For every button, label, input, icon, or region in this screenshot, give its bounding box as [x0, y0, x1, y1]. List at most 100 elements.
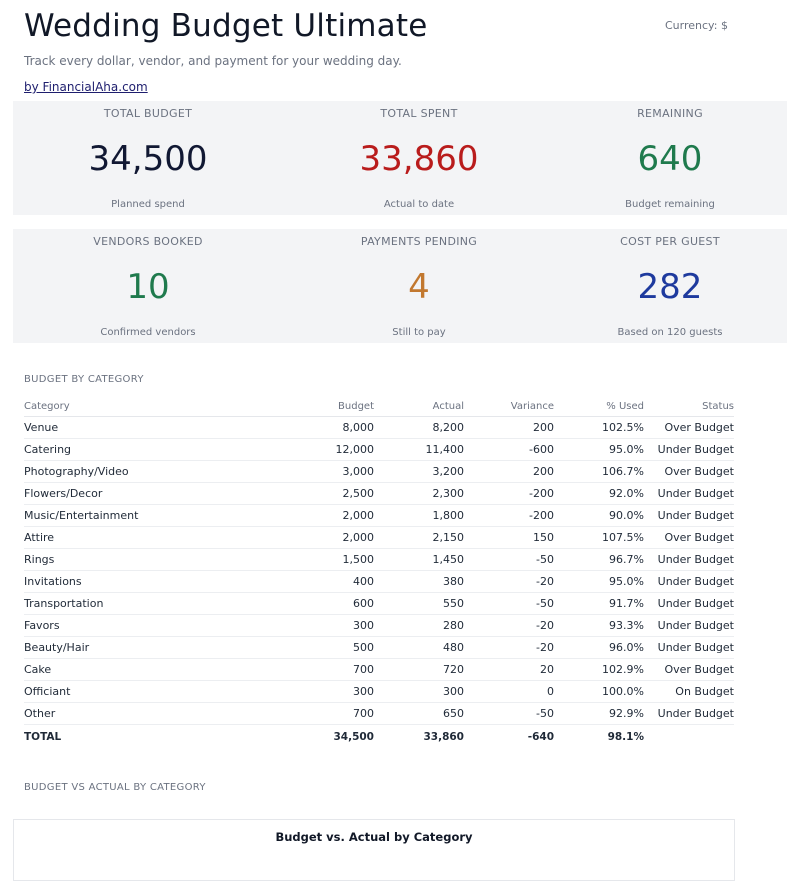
page-subtitle: Track every dollar, vendor, and payment … [24, 54, 402, 68]
kpi-remaining: REMAINING 640 Budget remaining [555, 101, 785, 215]
budget-vs-actual-chart: Budget vs. Actual by Category [13, 819, 735, 881]
column-header[interactable]: Budget [284, 396, 374, 417]
kpi-caption: Based on 120 guests [617, 327, 723, 338]
kpi-caption: Actual to date [383, 199, 455, 210]
table-row[interactable]: Catering 12,000 11,400 -600 95.0% Under Budge… [24, 438, 734, 461]
variance-cell: 20 [464, 658, 554, 681]
table-row[interactable]: Other 700 650 -50 92.9% Under Budget [24, 702, 734, 725]
column-header[interactable]: Status [644, 396, 734, 417]
percent-used-cell: 90.0% [554, 504, 644, 527]
table-row[interactable]: Venue 8,000 8,200 200 102.5% Over Budget [24, 416, 734, 439]
table-row[interactable]: Photography/Video 3,000 3,200 200 106.7% Over… [24, 460, 734, 483]
actual-cell: 3,200 [374, 460, 464, 483]
table-row[interactable]: Officiant 300 300 0 100.0% On Budget [24, 680, 734, 703]
total-row: TOTAL 34,500 33,860 -640 98.1% [24, 724, 734, 749]
table-row[interactable]: Rings 1,500 1,450 -50 96.7% Under Budget [24, 548, 734, 571]
actual-cell: 1,800 [374, 504, 464, 527]
variance-cell: -20 [464, 636, 554, 659]
kpi-total-budget: TOTAL BUDGET 34,500 Planned spend [33, 101, 263, 215]
table-row[interactable]: Invitations 400 380 -20 95.0% Under Budget [24, 570, 734, 593]
budget-cell: 12,000 [284, 438, 374, 461]
kpi-value: 282 [637, 267, 703, 307]
author-link[interactable]: by FinancialAha.com [24, 80, 148, 94]
table-row[interactable]: Transportation 600 550 -50 91.7% Under Budget [24, 592, 734, 615]
category-cell: Beauty/Hair [24, 636, 284, 659]
variance-cell: -50 [464, 548, 554, 571]
budget-cell: 300 [284, 614, 374, 637]
table-row[interactable]: Cake 700 720 20 102.9% Over Budget [24, 658, 734, 681]
table-row[interactable]: Favors 300 280 -20 93.3% Under Budget [24, 614, 734, 637]
column-header[interactable]: % Used [554, 396, 644, 417]
percent-used-cell: 107.5% [554, 526, 644, 549]
table-row[interactable]: Flowers/Decor 2,500 2,300 -200 92.0% Under Bu… [24, 482, 734, 505]
kpi-label: TOTAL SPENT [380, 107, 458, 120]
table-row[interactable]: Music/Entertainment 2,000 1,800 -200 90.0% Un… [24, 504, 734, 527]
column-header[interactable]: Variance [464, 396, 554, 417]
variance-cell: -20 [464, 570, 554, 593]
percent-used-cell: 93.3% [554, 614, 644, 637]
kpi-label: TOTAL BUDGET [103, 107, 193, 120]
kpi-value: 640 [637, 139, 703, 179]
budget-cell: 2,000 [284, 526, 374, 549]
chart-title: Budget vs. Actual by Category [275, 830, 473, 844]
total-percent-used: 98.1% [554, 724, 644, 749]
kpi-value: 4 [408, 267, 430, 307]
kpi-value: 34,500 [88, 139, 208, 179]
section-label-chart: BUDGET VS ACTUAL BY CATEGORY [24, 782, 206, 793]
actual-cell: 8,200 [374, 416, 464, 439]
percent-used-cell: 102.9% [554, 658, 644, 681]
table-row[interactable]: Attire 2,000 2,150 150 107.5% Over Budget [24, 526, 734, 549]
percent-used-cell: 95.0% [554, 570, 644, 593]
status-cell: Under Budget [644, 504, 734, 527]
total-actual: 33,860 [374, 724, 464, 749]
variance-cell: -50 [464, 702, 554, 725]
percent-used-cell: 92.9% [554, 702, 644, 725]
page-title: Wedding Budget Ultimate [24, 8, 428, 44]
category-cell: Music/Entertainment [24, 504, 284, 527]
kpi-value: 33,860 [359, 139, 479, 179]
actual-cell: 300 [374, 680, 464, 703]
budget-cell: 300 [284, 680, 374, 703]
kpi-value: 10 [126, 267, 170, 307]
percent-used-cell: 91.7% [554, 592, 644, 615]
actual-cell: 2,300 [374, 482, 464, 505]
category-cell: Photography/Video [24, 460, 284, 483]
budget-cell: 600 [284, 592, 374, 615]
budget-cell: 2,500 [284, 482, 374, 505]
currency-indicator: Currency: $ [665, 19, 728, 32]
category-cell: Flowers/Decor [24, 482, 284, 505]
table-row[interactable]: Beauty/Hair 500 480 -20 96.0% Under Budget [24, 636, 734, 659]
budget-cell: 1,500 [284, 548, 374, 571]
category-cell: Other [24, 702, 284, 725]
variance-cell: 0 [464, 680, 554, 703]
status-cell: Under Budget [644, 548, 734, 571]
variance-cell: -200 [464, 504, 554, 527]
kpi-payments-pending: PAYMENTS PENDING 4 Still to pay [304, 229, 534, 343]
actual-cell: 720 [374, 658, 464, 681]
budget-cell: 500 [284, 636, 374, 659]
kpi-label: PAYMENTS PENDING [360, 235, 478, 248]
status-cell: Under Budget [644, 438, 734, 461]
variance-cell: -600 [464, 438, 554, 461]
column-header[interactable]: Actual [374, 396, 464, 417]
kpi-label: COST PER GUEST [620, 235, 720, 248]
kpi-row-planning: VENDORS BOOKED 10 Confirmed vendors PAYM… [13, 229, 787, 343]
category-cell: Officiant [24, 680, 284, 703]
kpi-caption: Planned spend [111, 199, 185, 210]
category-cell: Invitations [24, 570, 284, 593]
actual-cell: 11,400 [374, 438, 464, 461]
kpi-total-spent: TOTAL SPENT 33,860 Actual to date [304, 101, 534, 215]
actual-cell: 380 [374, 570, 464, 593]
status-cell: Under Budget [644, 570, 734, 593]
kpi-row-financial: TOTAL BUDGET 34,500 Planned spend TOTAL … [13, 101, 787, 215]
status-cell: Over Budget [644, 658, 734, 681]
actual-cell: 1,450 [374, 548, 464, 571]
status-cell: Under Budget [644, 702, 734, 725]
total-status [644, 724, 734, 749]
category-cell: Venue [24, 416, 284, 439]
percent-used-cell: 102.5% [554, 416, 644, 439]
category-cell: Attire [24, 526, 284, 549]
category-cell: Favors [24, 614, 284, 637]
kpi-cost-per-guest: COST PER GUEST 282 Based on 120 guests [555, 229, 785, 343]
column-header[interactable]: Category [24, 396, 284, 417]
